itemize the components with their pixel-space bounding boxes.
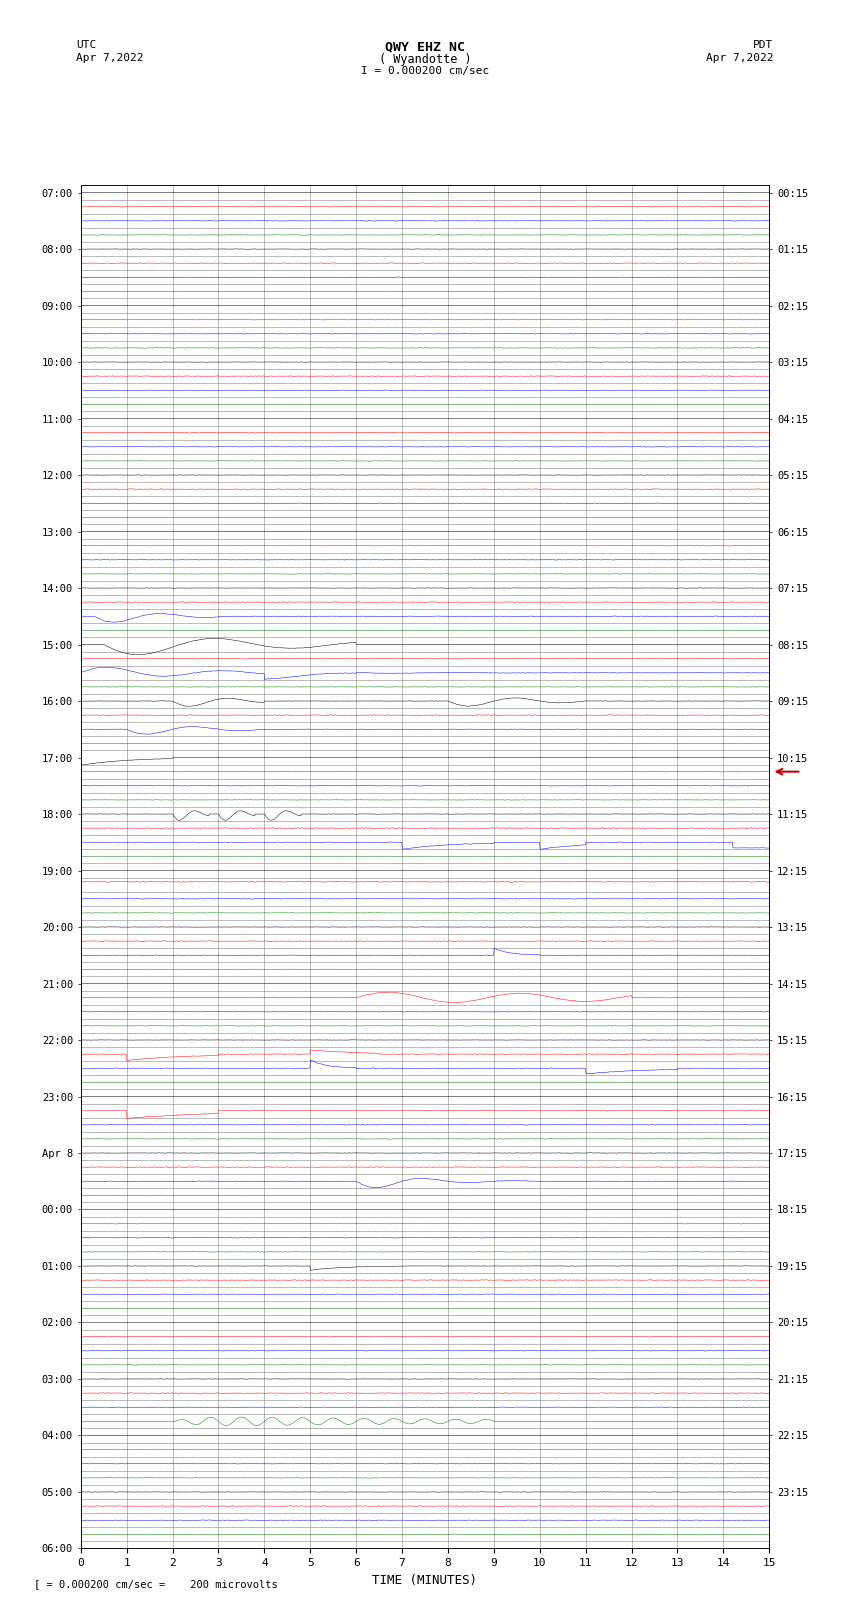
Text: I = 0.000200 cm/sec: I = 0.000200 cm/sec: [361, 66, 489, 76]
Text: [ = 0.000200 cm/sec =    200 microvolts: [ = 0.000200 cm/sec = 200 microvolts: [34, 1579, 278, 1589]
Text: ( Wyandotte ): ( Wyandotte ): [379, 53, 471, 66]
Text: UTC: UTC: [76, 40, 97, 50]
Text: Apr 7,2022: Apr 7,2022: [76, 53, 144, 63]
Text: PDT: PDT: [753, 40, 774, 50]
Text: QWY EHZ NC: QWY EHZ NC: [385, 40, 465, 53]
X-axis label: TIME (MINUTES): TIME (MINUTES): [372, 1574, 478, 1587]
Text: Apr 7,2022: Apr 7,2022: [706, 53, 774, 63]
